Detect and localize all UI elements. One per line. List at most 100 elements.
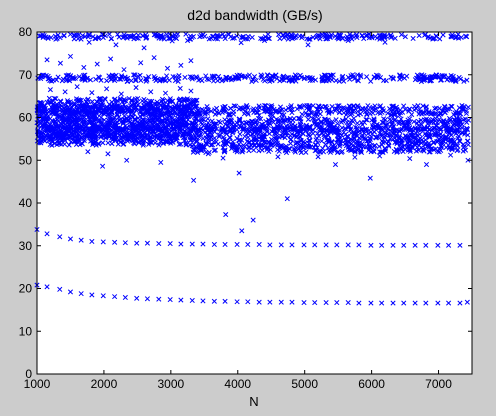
- data-point: [225, 31, 231, 37]
- data-point: [463, 110, 469, 117]
- data-point: [146, 74, 152, 80]
- data-point: [92, 35, 98, 42]
- data-point: [350, 74, 357, 80]
- data-point: [294, 75, 300, 81]
- data-point: [339, 75, 345, 81]
- data-point: [164, 32, 170, 38]
- data-point: [299, 33, 305, 39]
- data-point: [306, 36, 312, 42]
- data-point: [152, 75, 158, 81]
- data-point: [289, 78, 295, 84]
- data-point: [153, 31, 159, 38]
- chart-title: d2d bandwidth (GB/s): [187, 7, 322, 23]
- data-point: [86, 32, 92, 38]
- data-point: [190, 34, 196, 40]
- data-point: [322, 34, 328, 40]
- data-point: [269, 78, 275, 84]
- y-tick-label: 10: [19, 324, 33, 338]
- data-point: [266, 35, 272, 42]
- data-point: [160, 33, 166, 40]
- data-point: [98, 77, 104, 83]
- data-point: [458, 34, 464, 41]
- data-point: [465, 104, 471, 110]
- data-point: [258, 74, 264, 81]
- data-point: [209, 73, 215, 79]
- x-tick-label: 7000: [425, 377, 452, 391]
- data-point: [143, 78, 149, 84]
- data-point: [284, 75, 290, 81]
- data-point: [249, 34, 255, 40]
- data-point: [456, 74, 462, 80]
- data-point: [81, 72, 87, 78]
- data-point: [251, 74, 258, 80]
- data-point: [55, 32, 61, 38]
- y-tick-label: 70: [19, 68, 33, 82]
- data-point: [329, 109, 335, 115]
- data-point: [182, 74, 188, 80]
- data-point: [464, 77, 470, 83]
- data-point: [450, 34, 456, 40]
- data-point: [166, 77, 172, 83]
- data-point: [328, 72, 334, 78]
- data-point: [130, 33, 136, 39]
- x-tick-label: 6000: [358, 377, 385, 391]
- data-point: [382, 34, 388, 40]
- data-point: [122, 74, 128, 80]
- x-tick-label: 5000: [291, 377, 318, 391]
- data-point: [265, 31, 271, 37]
- data-point: [392, 35, 398, 41]
- data-point: [273, 72, 279, 78]
- data-point: [63, 77, 70, 83]
- x-tick-label: 1000: [24, 377, 51, 391]
- data-point: [277, 78, 283, 84]
- data-point: [276, 32, 282, 38]
- data-point: [128, 78, 134, 84]
- data-point: [404, 73, 410, 79]
- data-point: [309, 77, 315, 83]
- data-point: [432, 106, 438, 112]
- data-point: [213, 36, 219, 42]
- data-point: [193, 74, 199, 80]
- data-point: [440, 74, 446, 80]
- data-point: [379, 35, 385, 41]
- data-point: [53, 77, 60, 83]
- data-point: [315, 32, 321, 39]
- data-point: [176, 75, 182, 81]
- data-point: [245, 73, 251, 79]
- data-point: [250, 76, 256, 82]
- x-axis-label: N: [249, 394, 258, 409]
- data-point: [208, 35, 214, 41]
- data-point: [398, 32, 405, 38]
- data-point: [372, 74, 378, 80]
- data-point: [164, 73, 170, 79]
- x-tick-label: 2000: [91, 377, 118, 391]
- y-tick-label: 40: [19, 196, 33, 210]
- data-point: [429, 74, 435, 80]
- data-point: [293, 32, 299, 39]
- data-point: [124, 78, 130, 84]
- data-point: [203, 73, 209, 79]
- data-point: [211, 78, 217, 84]
- data-point: [245, 33, 251, 40]
- data-point: [369, 35, 375, 41]
- data-point: [323, 104, 329, 110]
- data-point: [310, 34, 316, 40]
- data-point: [302, 75, 308, 81]
- data-point: [363, 33, 369, 39]
- data-point: [200, 32, 206, 38]
- data-point: [397, 76, 403, 82]
- data-point: [221, 33, 227, 39]
- data-point: [133, 78, 139, 84]
- data-point: [217, 33, 223, 39]
- data-point: [422, 32, 428, 38]
- data-point: [104, 78, 110, 84]
- data-point: [115, 31, 121, 37]
- data-point: [463, 33, 469, 39]
- data-point: [335, 36, 342, 42]
- data-point: [96, 74, 102, 80]
- data-point: [217, 76, 223, 82]
- data-point: [116, 76, 122, 82]
- data-point: [39, 72, 45, 78]
- data-point: [439, 72, 445, 78]
